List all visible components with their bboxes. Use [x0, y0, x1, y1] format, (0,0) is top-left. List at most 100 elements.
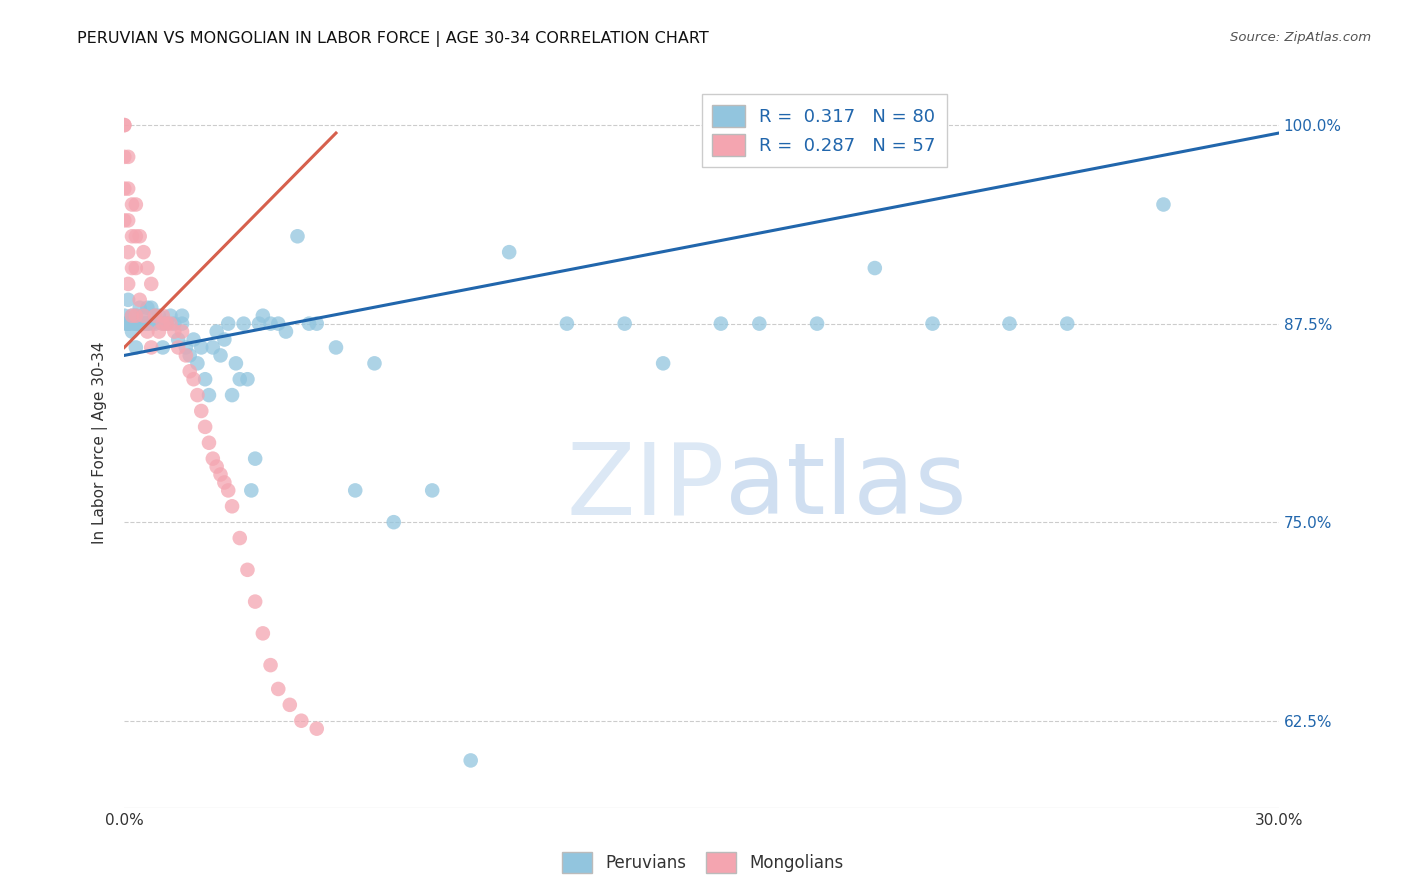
Point: [205, 459, 228, 474]
Point: [498, 245, 520, 260]
Point: [290, 714, 312, 728]
Point: [201, 341, 224, 355]
Point: [143, 317, 166, 331]
Point: [236, 372, 259, 386]
Point: [259, 317, 281, 331]
Point: [170, 317, 193, 331]
Point: [252, 626, 274, 640]
Point: [201, 451, 224, 466]
Point: [863, 260, 886, 275]
Point: [136, 317, 159, 331]
Point: [156, 317, 179, 331]
Point: [141, 341, 163, 355]
Point: [287, 229, 309, 244]
Point: [652, 356, 675, 370]
Point: [240, 483, 263, 498]
Point: [183, 333, 205, 347]
Point: [174, 348, 197, 362]
Point: [209, 348, 232, 362]
Point: [117, 277, 139, 291]
Point: [236, 563, 259, 577]
Point: [141, 301, 163, 315]
Point: [170, 309, 193, 323]
Point: [128, 317, 150, 331]
Point: [128, 229, 150, 244]
Point: [190, 341, 212, 355]
Point: [382, 515, 405, 529]
Point: [128, 301, 150, 315]
Point: [112, 181, 135, 195]
Point: [125, 229, 148, 244]
Point: [363, 356, 385, 370]
Point: [112, 118, 135, 132]
Point: [128, 293, 150, 307]
Point: [259, 658, 281, 673]
Point: [710, 317, 733, 331]
Text: PERUVIAN VS MONGOLIAN IN LABOR FORCE | AGE 30-34 CORRELATION CHART: PERUVIAN VS MONGOLIAN IN LABOR FORCE | A…: [77, 31, 709, 47]
Point: [221, 500, 243, 514]
Point: [121, 325, 143, 339]
Point: [117, 245, 139, 260]
Point: [555, 317, 578, 331]
Point: [121, 197, 143, 211]
Point: [117, 213, 139, 227]
Point: [117, 181, 139, 195]
Point: [112, 213, 135, 227]
Point: [278, 698, 301, 712]
Point: [247, 317, 270, 331]
Point: [143, 309, 166, 323]
Point: [136, 301, 159, 315]
Point: [163, 317, 186, 331]
Point: [141, 277, 163, 291]
Point: [132, 309, 155, 323]
Text: ZIP: ZIP: [567, 438, 724, 535]
Point: [305, 317, 328, 331]
Point: [190, 404, 212, 418]
Point: [305, 722, 328, 736]
Point: [152, 317, 174, 331]
Point: [159, 309, 181, 323]
Point: [125, 197, 148, 211]
Legend: Peruvians, Mongolians: Peruvians, Mongolians: [555, 846, 851, 880]
Point: [112, 150, 135, 164]
Point: [148, 309, 170, 323]
Point: [217, 317, 239, 331]
Point: [186, 356, 208, 370]
Point: [136, 260, 159, 275]
Point: [806, 317, 828, 331]
Point: [132, 317, 155, 331]
Point: [183, 372, 205, 386]
Point: [267, 681, 290, 696]
Point: [117, 317, 139, 331]
Point: [121, 260, 143, 275]
Point: [214, 475, 236, 490]
Point: [274, 325, 297, 339]
Point: [117, 317, 139, 331]
Point: [252, 309, 274, 323]
Point: [170, 325, 193, 339]
Point: [125, 260, 148, 275]
Point: [132, 317, 155, 331]
Point: [209, 467, 232, 482]
Y-axis label: In Labor Force | Age 30-34: In Labor Force | Age 30-34: [93, 342, 108, 544]
Point: [167, 341, 190, 355]
Point: [156, 317, 179, 331]
Point: [267, 317, 290, 331]
Point: [325, 341, 347, 355]
Point: [152, 309, 174, 323]
Point: [152, 341, 174, 355]
Point: [163, 325, 186, 339]
Point: [128, 317, 150, 331]
Point: [167, 333, 190, 347]
Point: [998, 317, 1021, 331]
Point: [132, 245, 155, 260]
Point: [198, 388, 221, 402]
Point: [613, 317, 636, 331]
Point: [243, 594, 266, 608]
Legend: R =  0.317   N = 80, R =  0.287   N = 57: R = 0.317 N = 80, R = 0.287 N = 57: [702, 94, 946, 167]
Point: [225, 356, 247, 370]
Point: [136, 317, 159, 331]
Point: [121, 309, 143, 323]
Point: [112, 317, 135, 331]
Point: [194, 372, 217, 386]
